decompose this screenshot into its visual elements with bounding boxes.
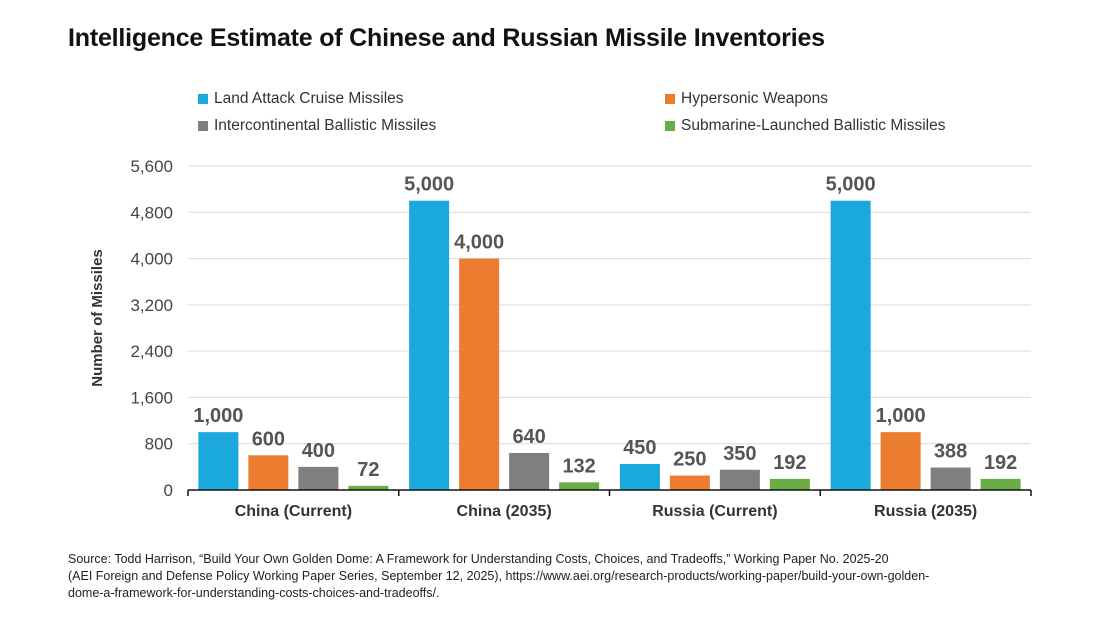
bar-value-label: 5,000: [826, 174, 876, 196]
y-axis-label: Number of Missiles: [89, 249, 106, 387]
chart-title: Intelligence Estimate of Chinese and Rus…: [68, 24, 825, 52]
bar: [830, 200, 871, 490]
bar: [619, 463, 660, 490]
bar-value-label: 1,000: [876, 405, 926, 427]
bar-value-label: 640: [512, 426, 545, 448]
legend-label-land-attack: Land Attack Cruise Missiles: [214, 90, 404, 107]
y-tick-label: 1,600: [130, 388, 173, 407]
y-tick-label: 0: [164, 481, 173, 500]
legend-swatch-icbm: [198, 121, 208, 131]
y-tick-label: 4,800: [130, 203, 173, 222]
source-line-1: Source: Todd Harrison, “Build Your Own G…: [68, 552, 889, 566]
gridlines: [188, 165, 1031, 445]
source-line-3: dome-a-framework-for-understanding-costs…: [68, 586, 440, 600]
x-tick-label: China (2035): [457, 503, 552, 520]
legend-label-icbm: Intercontinental Ballistic Missiles: [214, 117, 437, 134]
bar: [980, 478, 1021, 490]
bar-value-label: 1,000: [193, 405, 243, 427]
bars: [198, 200, 1021, 490]
y-tick-label: 2,400: [130, 342, 173, 361]
bar-value-label: 450: [623, 437, 656, 459]
bar: [348, 485, 389, 490]
bar-value-label: 5,000: [404, 174, 454, 196]
bar-value-label: 400: [302, 440, 335, 462]
bar-value-label: 250: [673, 449, 706, 471]
bar: [769, 478, 810, 490]
bar: [669, 475, 710, 490]
bar-value-label: 72: [357, 459, 379, 481]
bar-value-label: 192: [773, 452, 806, 474]
bar: [198, 432, 239, 490]
bar: [248, 455, 289, 490]
bar: [930, 467, 971, 490]
bar-value-label: 132: [562, 455, 595, 477]
y-tick-label: 4,000: [130, 250, 173, 269]
bar: [719, 469, 760, 490]
y-axis-ticks: 0 800 1,600 2,400 3,200 4,000 4,800 5,600: [130, 157, 173, 500]
x-tick-label: Russia (2035): [874, 503, 977, 520]
bar-value-label: 192: [984, 452, 1017, 474]
bar-value-label: 4,000: [454, 232, 504, 254]
source-line-2: (AEI Foreign and Defense Policy Working …: [68, 569, 930, 583]
y-tick-label: 5,600: [130, 157, 173, 176]
y-tick-label: 800: [145, 435, 173, 454]
bar-value-label: 600: [252, 428, 285, 450]
x-tick-label: Russia (Current): [652, 503, 777, 520]
y-tick-label: 3,200: [130, 296, 173, 315]
bar: [409, 200, 450, 490]
legend-item-slbm: Submarine-Launched Ballistic Missiles: [665, 117, 945, 135]
x-tick-label: China (Current): [235, 503, 352, 520]
legend-swatch-slbm: [665, 121, 675, 131]
bar: [298, 466, 339, 490]
legend-label-hypersonic: Hypersonic Weapons: [681, 90, 829, 107]
bar-value-label: 388: [934, 441, 967, 463]
legend-swatch-hypersonic: [665, 94, 675, 104]
legend-item-hypersonic: Hypersonic Weapons: [665, 90, 828, 108]
legend-swatch-land-attack: [198, 94, 208, 104]
source-note: Source: Todd Harrison, “Build Your Own G…: [68, 551, 1028, 602]
legend-label-slbm: Submarine-Launched Ballistic Missiles: [681, 117, 946, 134]
bar: [880, 432, 921, 490]
bar: [559, 482, 600, 490]
bar-value-label: 350: [723, 443, 756, 465]
bar: [509, 452, 550, 490]
x-axis: China (Current) China (2035) Russia (Curre…: [187, 489, 1032, 520]
bar-value-labels: 1,000 600 400 72 5,000 4,000 640 132 450 250 350 19…: [193, 174, 1017, 481]
legend-item-land-attack: Land Attack Cruise Missiles: [198, 90, 404, 108]
bar: [459, 258, 500, 490]
legend-item-icbm: Intercontinental Ballistic Missiles: [198, 117, 436, 135]
